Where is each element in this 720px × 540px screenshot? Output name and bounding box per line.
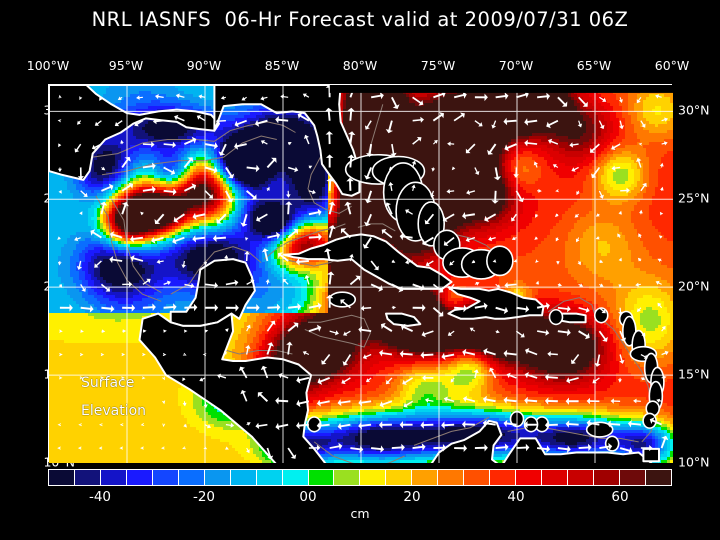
lon-tick-6: 70°W: [499, 58, 534, 73]
colorbar-cell-17: [490, 470, 516, 485]
island-21: [606, 436, 619, 451]
colorbar-cell-9: [283, 470, 309, 485]
lat-tick-right-0: 30°N: [678, 103, 710, 118]
lat-tick-right-3: 15°N: [678, 367, 710, 382]
colorbar-cell-19: [542, 470, 568, 485]
colorbar-cell-11: [334, 470, 360, 485]
colorbar-cell-14: [412, 470, 438, 485]
lat-tick-right-1: 25°N: [678, 191, 710, 206]
colorbar-cell-6: [205, 470, 231, 485]
colorbar-cell-10: [309, 470, 335, 485]
field-label-line2: Elevation: [81, 403, 146, 419]
colorbar-tick-3: 20: [403, 489, 420, 505]
colorbar-tick-2: 00: [299, 489, 316, 505]
lat-tick-right-2: 20°N: [678, 279, 710, 294]
colorbar-unit-label: cm: [0, 506, 720, 521]
colorbar-tick-5: 60: [611, 489, 628, 505]
colorbar-cell-15: [438, 470, 464, 485]
colorbar-cell-8: [257, 470, 283, 485]
island-25: [550, 310, 563, 325]
forecast-map-figure: NRL IASNFS 06-Hr Forecast valid at 2009/…: [0, 0, 720, 540]
lat-tick-right-4: 10°N: [678, 455, 710, 470]
lon-tick-7: 65°W: [577, 58, 612, 73]
colorbar-cell-23: [646, 470, 671, 485]
island-8: [487, 246, 513, 275]
colorbar-cell-4: [153, 470, 179, 485]
lon-tick-4: 80°W: [343, 58, 378, 73]
no-data-mask: [330, 85, 673, 93]
colorbar-cell-0: [49, 470, 75, 485]
colorbar-cell-13: [386, 470, 412, 485]
colorbar-cell-7: [231, 470, 257, 485]
colorbar-cell-20: [568, 470, 594, 485]
colorbar-cell-16: [464, 470, 490, 485]
figure-title: NRL IASNFS 06-Hr Forecast valid at 2009/…: [0, 8, 720, 31]
lon-tick-2: 90°W: [187, 58, 222, 73]
colorbar-cell-5: [179, 470, 205, 485]
lon-tick-8: 60°W: [655, 58, 690, 73]
land-trinidad: [643, 449, 659, 461]
colorbar-cell-2: [101, 470, 127, 485]
lon-tick-0: 100°W: [27, 58, 69, 73]
colorbar[interactable]: [48, 469, 672, 486]
colorbar-cell-1: [75, 470, 101, 485]
colorbar-tick-1: -20: [193, 489, 215, 505]
colorbar-cell-18: [516, 470, 542, 485]
colorbar-tick-4: 40: [507, 489, 524, 505]
colorbar-cell-22: [620, 470, 646, 485]
field-label-line1: Surface: [81, 375, 134, 391]
colorbar-cell-12: [360, 470, 386, 485]
lon-tick-1: 95°W: [109, 58, 144, 73]
colorbar-cell-21: [594, 470, 620, 485]
lon-tick-3: 85°W: [265, 58, 300, 73]
lon-tick-5: 75°W: [421, 58, 456, 73]
colorbar-cell-3: [127, 470, 153, 485]
colorbar-tick-0: -40: [89, 489, 111, 505]
map-plot-area[interactable]: Surface Elevation: [48, 84, 672, 462]
